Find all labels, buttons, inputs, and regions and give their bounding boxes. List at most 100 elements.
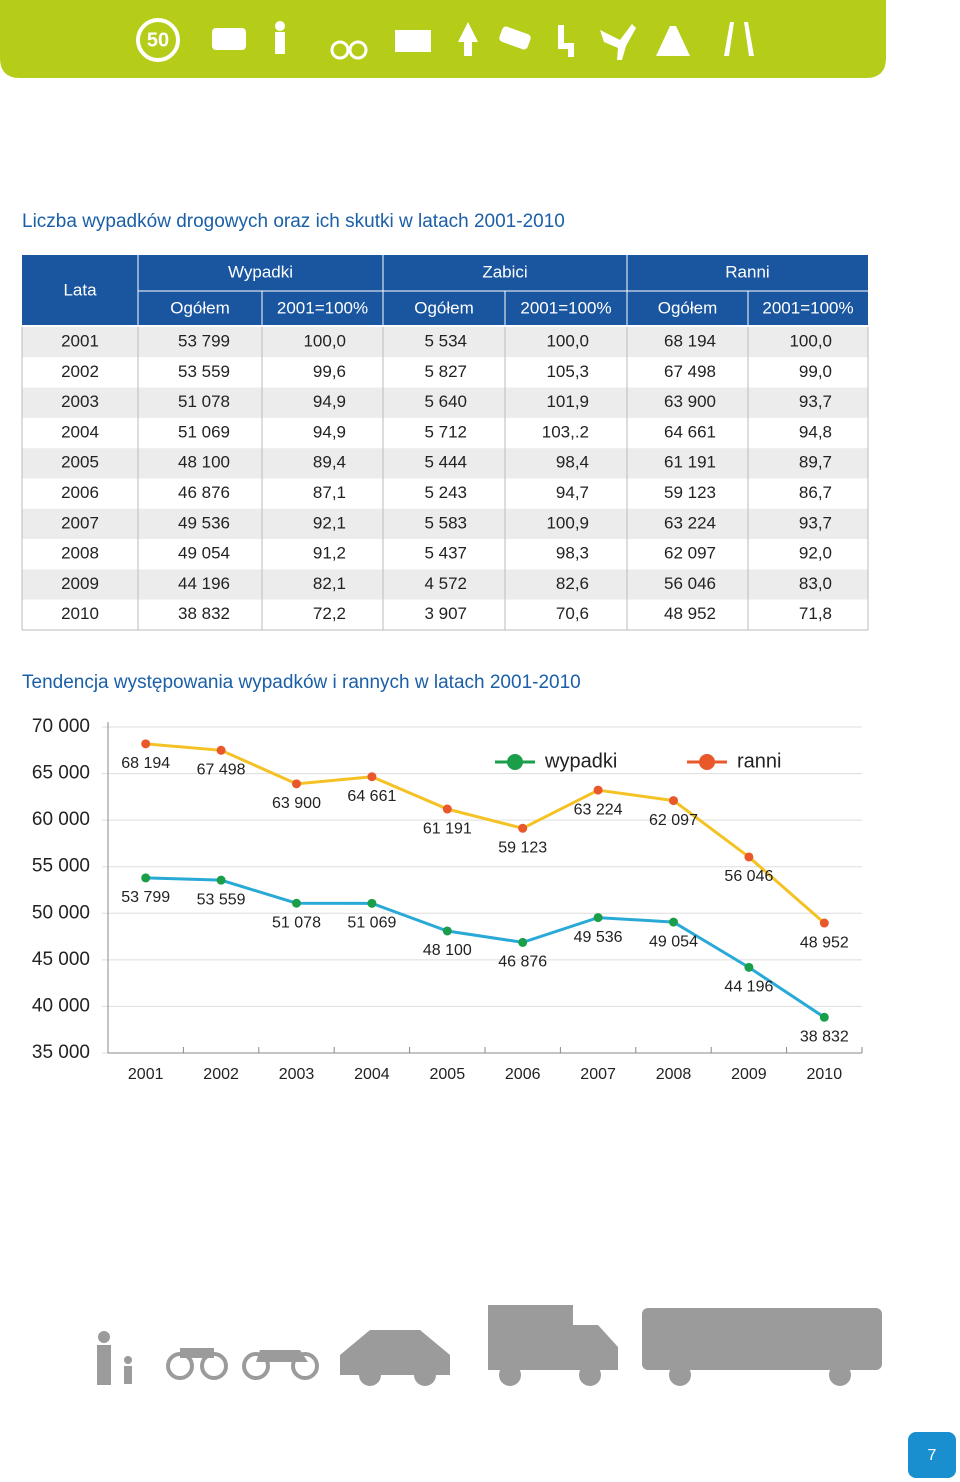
table-cell: 2007 xyxy=(61,513,99,532)
table-cell: 46 876 xyxy=(178,483,230,502)
table-cell: 2008 xyxy=(61,544,99,563)
table-cell: 4 572 xyxy=(424,574,467,593)
data-label: 38 832 xyxy=(800,1029,849,1046)
table-cell: 56 046 xyxy=(664,574,716,593)
table-cell: 2001 xyxy=(61,331,99,350)
table-cell: 105,3 xyxy=(546,362,589,381)
legend-label: wypadki xyxy=(544,750,617,772)
table-cell: 100,0 xyxy=(546,331,589,350)
table-cell: 53 799 xyxy=(178,331,230,350)
table-cell: 51 078 xyxy=(178,392,230,411)
data-label: 56 046 xyxy=(724,868,773,885)
legend-marker xyxy=(507,754,523,770)
series-line xyxy=(145,876,826,1019)
table-cell: 2010 xyxy=(61,604,99,623)
y-tick-label: 65 000 xyxy=(32,763,90,784)
table-cell: 100,9 xyxy=(546,513,589,532)
table-row-bg xyxy=(22,569,868,600)
sub-header: 2001=100% xyxy=(762,298,853,317)
y-tick-label: 35 000 xyxy=(32,1042,90,1063)
table-cell: 61 191 xyxy=(664,453,716,472)
table-cell: 100,0 xyxy=(789,331,832,350)
table-cell: 5 243 xyxy=(424,483,467,502)
table-cell: 5 827 xyxy=(424,362,467,381)
table-cell: 51 069 xyxy=(178,422,230,441)
table-cell: 87,1 xyxy=(313,483,346,502)
point xyxy=(669,917,678,927)
chart: 35 000 40 000 45 000 50 000 55 000 60 000 65 0… xyxy=(32,716,863,1083)
sub-header: Ogółem xyxy=(414,298,474,317)
data-label: 64 661 xyxy=(347,788,396,805)
table-row-bg xyxy=(22,417,868,449)
table-cell: 48 952 xyxy=(664,604,716,623)
table-cell: 53 559 xyxy=(178,362,230,381)
table-cell: 92,1 xyxy=(313,513,346,532)
point xyxy=(744,962,754,972)
table-cell: 5 437 xyxy=(424,544,467,563)
data-label: 67 498 xyxy=(197,762,246,779)
point xyxy=(518,823,528,833)
table-cell: 62 097 xyxy=(664,544,716,563)
data-label: 61 191 xyxy=(423,820,472,837)
y-tick-label: 40 000 xyxy=(32,995,90,1016)
table-cell: 5 444 xyxy=(424,453,467,472)
table-cell: 38 832 xyxy=(178,604,230,623)
table-row-bg xyxy=(22,357,868,388)
page-number-box xyxy=(908,1432,956,1478)
point xyxy=(518,937,528,947)
point xyxy=(819,1012,829,1022)
page-number: 7 xyxy=(928,1447,937,1464)
data-label: 59 123 xyxy=(498,840,547,857)
table-row-bg xyxy=(22,448,868,479)
table-cell: 98,3 xyxy=(556,544,589,563)
table-cell: 94,9 xyxy=(313,392,346,411)
table-cell: 92,0 xyxy=(799,544,832,563)
table-cell: 101,9 xyxy=(546,392,589,411)
point xyxy=(744,852,754,862)
point xyxy=(593,913,603,923)
point xyxy=(669,796,678,806)
series-line xyxy=(145,742,826,925)
table-corner: Lata xyxy=(63,280,97,299)
point xyxy=(593,785,603,795)
data-label: 63 224 xyxy=(574,801,623,818)
y-tick-label: 70 000 xyxy=(32,716,90,737)
data-label: 63 900 xyxy=(272,795,321,812)
data-label: 53 559 xyxy=(197,891,246,908)
table-cell: 82,1 xyxy=(313,574,346,593)
x-tick-label: 2006 xyxy=(505,1066,541,1083)
table-cell: 94,7 xyxy=(556,483,589,502)
point xyxy=(442,926,452,936)
table-cell: 72,2 xyxy=(313,604,346,623)
table-row-bg xyxy=(22,327,868,358)
table-cell: 91,2 xyxy=(313,544,346,563)
table-cell: 67 498 xyxy=(664,362,716,381)
table-cell: 63 224 xyxy=(664,513,716,532)
table-cell: 48 100 xyxy=(178,453,230,472)
table-cell: 5 583 xyxy=(424,513,467,532)
table-cell: 5 534 xyxy=(424,331,467,350)
table-cell: 49 054 xyxy=(178,544,230,563)
point xyxy=(141,873,151,883)
data-label: 49 536 xyxy=(574,929,623,946)
data-label: 49 054 xyxy=(649,933,698,950)
banner-icons xyxy=(212,21,754,60)
table-cell: 49 536 xyxy=(178,513,230,532)
table-cell: 99,0 xyxy=(799,362,832,381)
table-cell: 2003 xyxy=(61,392,99,411)
chart-title: Tendencja występowania wypadków i rannyc… xyxy=(22,672,581,693)
table-row-bg xyxy=(22,508,868,540)
point xyxy=(442,804,452,814)
table-cell: 98,4 xyxy=(556,453,589,472)
banner xyxy=(0,0,886,78)
x-tick-label: 2004 xyxy=(354,1066,390,1083)
table-cell: 2006 xyxy=(61,483,99,502)
table-cell: 100,0 xyxy=(303,331,346,350)
table-cell: 94,9 xyxy=(313,422,346,441)
data-label: 44 196 xyxy=(724,979,773,996)
table-cell: 83,0 xyxy=(799,574,832,593)
table-cell: 70,6 xyxy=(556,604,589,623)
point xyxy=(367,772,377,782)
